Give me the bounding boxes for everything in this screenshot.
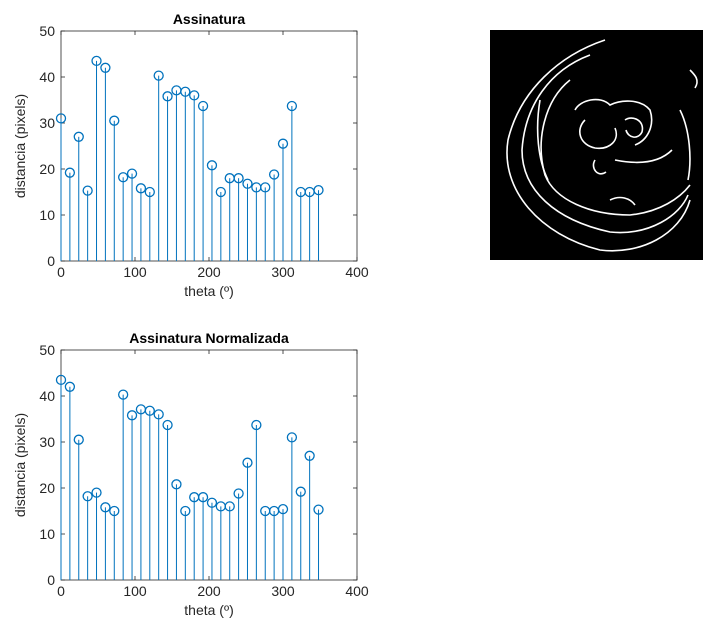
x-tick-label: 0 <box>57 583 65 599</box>
y-tick-label: 0 <box>47 572 55 588</box>
x-tick-label: 200 <box>197 264 221 280</box>
y-tick-label: 30 <box>39 434 55 450</box>
y-tick-label: 50 <box>39 23 55 39</box>
chart-title: Assinatura Normalizada <box>129 330 289 346</box>
x-tick-label: 400 <box>345 264 369 280</box>
y-tick-label: 30 <box>39 115 55 131</box>
y-tick-label: 40 <box>39 69 55 85</box>
x-tick-label: 100 <box>123 264 147 280</box>
y-axis-label: distancia (pixels) <box>12 413 28 517</box>
y-tick-label: 0 <box>47 253 55 269</box>
x-tick-label: 300 <box>271 264 295 280</box>
y-tick-label: 50 <box>39 342 55 358</box>
edge-image <box>490 30 703 260</box>
y-tick-label: 10 <box>39 526 55 542</box>
y-tick-label: 10 <box>39 207 55 223</box>
y-axis-label: distancia (pixels) <box>12 94 28 198</box>
chart-title: Assinatura <box>173 11 246 27</box>
x-tick-label: 200 <box>197 583 221 599</box>
y-tick-label: 20 <box>39 161 55 177</box>
x-tick-label: 100 <box>123 583 147 599</box>
x-tick-label: 300 <box>271 583 295 599</box>
y-tick-label: 40 <box>39 388 55 404</box>
y-tick-label: 20 <box>39 480 55 496</box>
figure: Assinatura theta (º) distancia (pixels) 0 10… <box>0 0 711 626</box>
x-axis-label: theta (º) <box>184 283 233 299</box>
x-tick-label: 400 <box>345 583 369 599</box>
x-axis-label: theta (º) <box>184 602 233 618</box>
x-tick-label: 0 <box>57 264 65 280</box>
